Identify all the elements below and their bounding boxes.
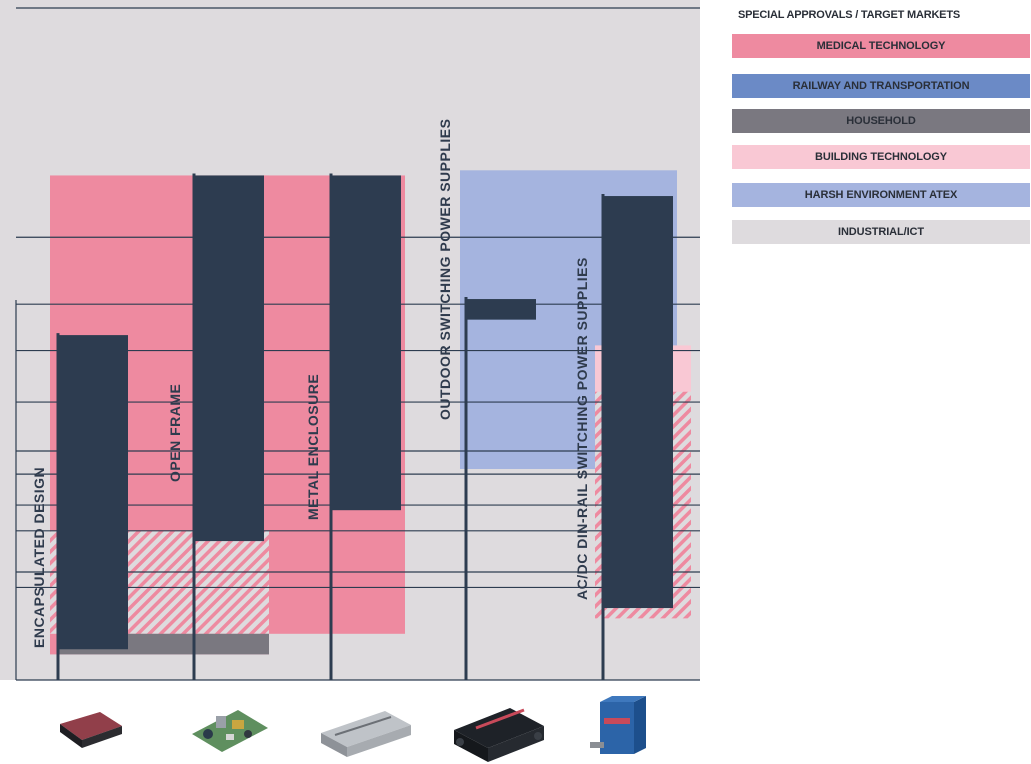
encapsulated-module-icon <box>60 712 122 748</box>
bar-2 <box>331 175 401 511</box>
category-label-1: OPEN FRAME <box>167 384 183 482</box>
category-labels: ENCAPSULATED DESIGN OPEN FRAME METAL ENCLO… <box>31 119 590 648</box>
product-icons <box>60 696 646 762</box>
bar-1 <box>194 175 264 542</box>
outdoor-supply-icon <box>454 708 544 762</box>
bar-4 <box>603 196 673 609</box>
legend-item-railway: RAILWAY AND TRANSPORTATION <box>732 74 1030 98</box>
din-rail-supply-icon <box>590 696 646 754</box>
category-label-0: ENCAPSULATED DESIGN <box>31 467 47 648</box>
legend-item-medical: MEDICAL TECHNOLOGY <box>732 34 1030 58</box>
open-frame-board-icon <box>192 710 268 752</box>
legend-title: SPECIAL APPROVALS / TARGET MARKETS <box>738 9 960 21</box>
category-label-2: METAL ENCLOSURE <box>305 374 321 520</box>
chart-area: ENCAPSULATED DESIGN OPEN FRAME METAL ENCLO… <box>0 0 700 762</box>
category-label-3: OUTDOOR SWITCHING POWER SUPPLIES <box>437 119 453 420</box>
bar-0 <box>58 335 128 650</box>
legend-item-atex: HARSH ENVIRONMENT ATEX <box>732 183 1030 207</box>
bar-3 <box>466 299 536 320</box>
legend-item-household: HOUSEHOLD <box>732 109 1030 133</box>
legend-item-industrial: INDUSTRIAL/ICT <box>732 220 1030 244</box>
metal-enclosure-icon <box>321 711 411 757</box>
category-label-4: AC/DC DIN-RAIL SWITCHING POWER SUPPLIES <box>574 257 590 600</box>
bars <box>58 175 673 650</box>
stems <box>56 173 605 680</box>
legend-item-building: BUILDING TECHNOLOGY <box>732 145 1030 169</box>
